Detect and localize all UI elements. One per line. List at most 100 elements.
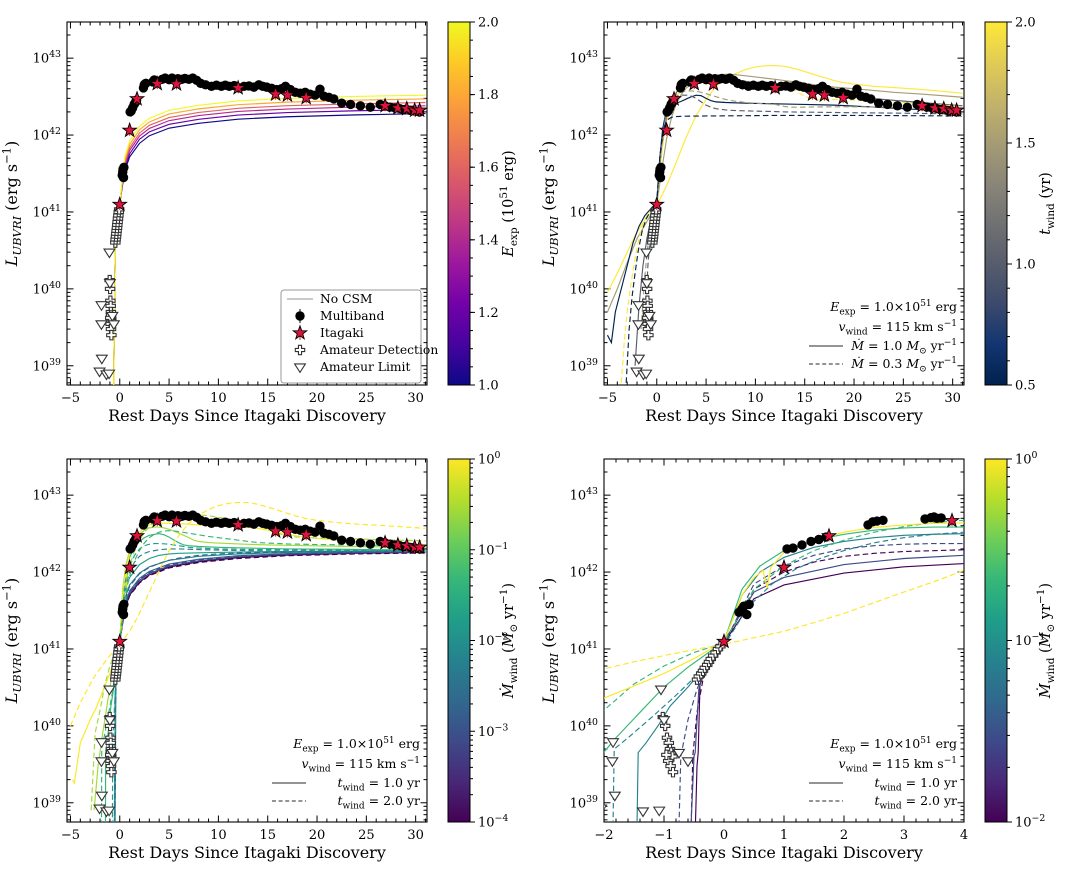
x-tick-label: 2 bbox=[840, 828, 848, 843]
x-tick-label: 25 bbox=[358, 391, 375, 406]
model-curve-3 bbox=[606, 94, 963, 345]
model-curve-8 bbox=[604, 522, 964, 699]
annotation-line: twind = 2.0 yr bbox=[338, 793, 421, 811]
colorbar-tick-label: 1.0 bbox=[1015, 258, 1036, 273]
legend: No CSM Multiband Itagaki Amateur Detection A… bbox=[280, 289, 438, 384]
colorbar-tick-label: 10−2 bbox=[478, 632, 508, 649]
y-axis-label: LUBVRI (erg s−1) bbox=[537, 141, 561, 268]
x-axis-label: Rest Days Since Itagaki Discovery bbox=[108, 406, 386, 425]
x-tick-label: 5 bbox=[702, 391, 710, 406]
legend-label: Amateur Detection bbox=[319, 343, 438, 357]
colorbar-label: Eexp (1051 erg) bbox=[498, 150, 520, 257]
y-tick-label: 1039 bbox=[570, 794, 598, 811]
y-tick-label: 1042 bbox=[33, 563, 61, 580]
model-curve-6 bbox=[644, 94, 963, 330]
x-tick-label: 25 bbox=[895, 391, 912, 406]
annotation-line: Ṁ = 1.0 M⊙ yr−1 bbox=[850, 338, 957, 357]
x-tick-label: 0 bbox=[116, 391, 124, 406]
x-tick-label: 1 bbox=[780, 828, 788, 843]
x-tick-label: 5 bbox=[165, 828, 173, 843]
x-tick-label: 15 bbox=[259, 391, 276, 406]
y-tick-label: 1042 bbox=[33, 126, 61, 143]
annotation-line: vwind = 115 km s−1 bbox=[838, 756, 957, 775]
model-curve-9 bbox=[114, 551, 426, 822]
colorbar-tick-label: 100 bbox=[478, 450, 501, 467]
panel-top-right: −5 0 5 10 15 20 25 30 1039 1040 1041 1042 1043 Rest D… bbox=[537, 16, 1057, 426]
y-tick-label: 1042 bbox=[570, 126, 598, 143]
x-tick-label: −2 bbox=[594, 828, 613, 843]
colorbar-tick-label: 1.8 bbox=[478, 88, 499, 103]
colorbar-tick-label: 10−2 bbox=[1015, 813, 1045, 830]
y-tick-label: 1043 bbox=[570, 49, 598, 66]
y-tick-label: 1039 bbox=[570, 357, 598, 374]
model-curve-15 bbox=[69, 501, 426, 727]
observations bbox=[630, 73, 964, 381]
colorbar-tick-label: 10−4 bbox=[478, 813, 508, 830]
colorbar-label: twind (yr) bbox=[1038, 172, 1057, 235]
y-tick-label: 1043 bbox=[570, 486, 598, 503]
legend-label: Amateur Limit bbox=[319, 360, 410, 374]
panel-bottom-right: −2 −1 0 1 2 3 4 1039 1040 1041 1042 1043 Rest Days S… bbox=[537, 450, 1057, 862]
x-tick-label: 25 bbox=[358, 828, 375, 843]
colorbar-tick-label: 2.0 bbox=[1015, 16, 1036, 31]
tick-marks bbox=[67, 22, 427, 385]
y-axis-label: LUBVRI (erg s−1) bbox=[537, 578, 561, 705]
colorbar-label: Ṁwind (M⊙ yr−1) bbox=[498, 583, 520, 699]
annotation-line: vwind = 115 km s−1 bbox=[301, 756, 420, 775]
y-tick-label: 1043 bbox=[33, 49, 61, 66]
x-tick-label: 30 bbox=[407, 391, 424, 406]
annotation-line: Ṁ = 0.3 M⊙ yr−1 bbox=[850, 356, 957, 375]
x-tick-label: 4 bbox=[960, 828, 968, 843]
panel-top-left: −5 0 5 10 15 20 25 30 1039 1040 1041 1042 1043 Rest D… bbox=[0, 16, 520, 426]
y-tick-label: 1041 bbox=[33, 203, 61, 220]
colorbar-tick-label: 10−1 bbox=[1015, 632, 1045, 649]
x-tick-label: 15 bbox=[796, 391, 813, 406]
annotation-line: twind = 1.0 yr bbox=[338, 775, 421, 793]
x-tick-label: 0 bbox=[116, 828, 124, 843]
colorbar-tick-label: 100 bbox=[1015, 450, 1038, 467]
x-axis-label: Rest Days Since Itagaki Discovery bbox=[645, 406, 923, 425]
colorbar-tick-label: 1.2 bbox=[478, 306, 499, 321]
colorbar-tick-label: 0.5 bbox=[1015, 379, 1036, 394]
model-curve-2 bbox=[690, 554, 964, 822]
x-tick-label: 5 bbox=[165, 391, 173, 406]
y-tick-label: 1043 bbox=[33, 486, 61, 503]
annotation-line: Eexp = 1.0×1051 erg bbox=[829, 299, 957, 318]
x-tick-label: 30 bbox=[944, 391, 961, 406]
x-tick-label: 20 bbox=[309, 391, 326, 406]
annotation-line: twind = 2.0 yr bbox=[875, 793, 958, 811]
colorbar: 100 10−1 10−2 Ṁwind (M⊙ yr−1) bbox=[984, 450, 1057, 831]
colorbar-tick-label: 1.6 bbox=[478, 161, 499, 176]
legend-label: No CSM bbox=[320, 292, 373, 306]
annotation-line: vwind = 115 km s−1 bbox=[838, 319, 957, 338]
y-tick-label: 1040 bbox=[33, 280, 61, 297]
amateur_limit-points bbox=[93, 685, 121, 818]
x-tick-label: 30 bbox=[407, 828, 424, 843]
observations bbox=[93, 510, 427, 818]
y-tick-label: 1040 bbox=[570, 717, 598, 734]
colorbar-tick-label: 1.4 bbox=[478, 233, 499, 248]
y-tick-label: 1042 bbox=[570, 563, 598, 580]
x-tick-label: 10 bbox=[210, 828, 227, 843]
model-curve-5 bbox=[640, 90, 963, 330]
tick-marks bbox=[604, 22, 964, 385]
y-tick-label: 1041 bbox=[33, 640, 61, 657]
tick-marks bbox=[67, 459, 427, 822]
colorbar: 100 10−1 10−2 10−3 10−4 Ṁwind (M⊙ yr−1) bbox=[447, 450, 520, 831]
amateur_limit-points bbox=[630, 248, 658, 381]
y-tick-label: 1039 bbox=[33, 357, 61, 374]
x-tick-label: −5 bbox=[61, 391, 80, 406]
y-axis-label: LUBVRI (erg s−1) bbox=[0, 578, 24, 705]
x-tick-label: 0 bbox=[653, 391, 661, 406]
itagaki-points bbox=[715, 512, 961, 649]
colorbar-tick-label: 2.0 bbox=[478, 16, 499, 31]
model-curve-0 bbox=[694, 562, 964, 822]
itagaki-points bbox=[111, 512, 427, 649]
annotation-line: Eexp = 1.0×1051 erg bbox=[292, 736, 420, 755]
y-axis-label: LUBVRI (erg s−1) bbox=[0, 141, 24, 268]
model-curve-6 bbox=[604, 526, 964, 753]
colorbar: 0.5 1.0 1.5 2.0 twind (yr) bbox=[984, 16, 1057, 394]
colorbar: 1.0 1.2 1.4 1.6 1.8 2.0 Eexp (1051 erg) bbox=[447, 16, 520, 394]
